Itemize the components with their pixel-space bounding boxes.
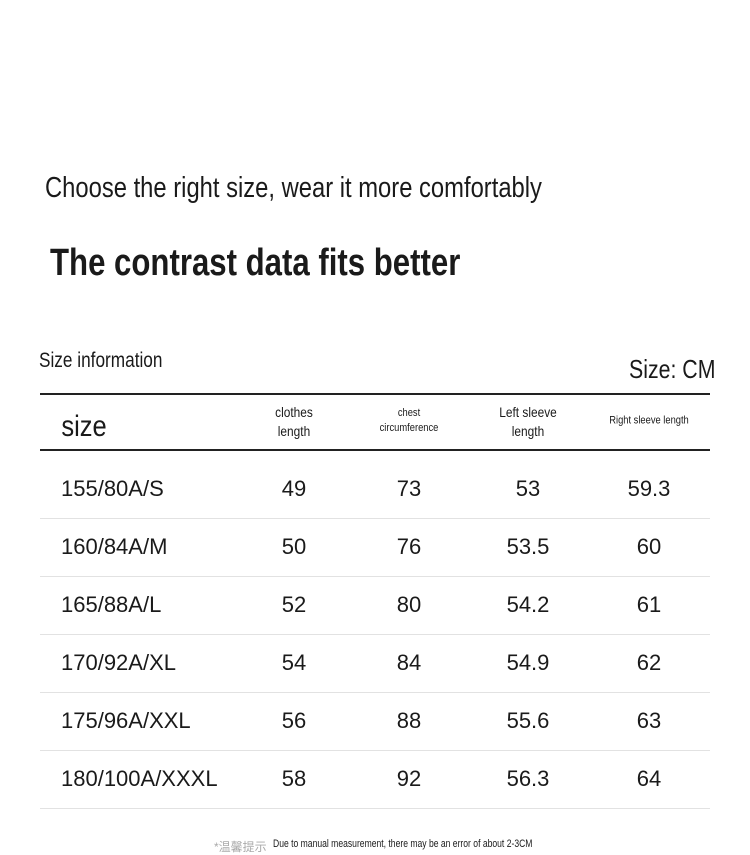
column-header: clothes length	[275, 404, 313, 439]
title: Choose the right size, wear it more comf…	[45, 172, 542, 204]
size-label: 155/80A/S	[61, 476, 164, 501]
table-top-rule	[40, 393, 710, 395]
measurement: 56	[281, 708, 307, 733]
measurement: 92	[396, 766, 422, 791]
unit-label: Size: CM	[628, 354, 715, 384]
measurement: 84	[396, 650, 422, 675]
measurement: 76	[396, 534, 422, 559]
measurement: 62	[636, 650, 662, 675]
size-label: 165/88A/L	[61, 592, 162, 617]
measurement: 58	[281, 766, 307, 791]
measurement: 63	[636, 708, 662, 733]
header-rule	[40, 449, 710, 451]
table-caption: Size information	[39, 349, 163, 372]
row-divider	[40, 576, 710, 577]
measurement: 54.2	[506, 592, 550, 617]
measurement: 54	[281, 650, 307, 675]
footnote: Due to manual measurement, there may be …	[273, 838, 533, 850]
measurement: 61	[636, 592, 662, 617]
column-header: Right sleeve length	[609, 414, 689, 427]
footnote-tag: *温馨提示	[214, 840, 267, 854]
column-header: size	[61, 409, 107, 443]
measurement: 50	[281, 534, 307, 559]
measurement: 56.3	[506, 766, 550, 791]
measurement: 52	[281, 592, 307, 617]
column-header: chest circumference	[379, 407, 439, 434]
measurement: 73	[396, 476, 422, 501]
size-label: 175/96A/XXL	[61, 708, 191, 733]
size-label: 180/100A/XXXL	[61, 766, 218, 791]
measurement: 53	[515, 476, 541, 501]
measurement: 60	[636, 534, 662, 559]
row-divider	[40, 750, 710, 751]
size-label: 170/92A/XL	[61, 650, 176, 675]
size-label: 160/84A/M	[61, 534, 168, 559]
measurement: 53.5	[506, 534, 550, 559]
row-divider	[40, 518, 710, 519]
subtitle: The contrast data fits better	[50, 242, 461, 284]
measurement: 64	[636, 766, 662, 791]
row-divider	[40, 808, 710, 809]
measurement: 55.6	[506, 708, 550, 733]
measurement: 49	[281, 476, 307, 501]
measurement: 88	[396, 708, 422, 733]
measurement: 80	[396, 592, 422, 617]
measurement: 54.9	[506, 650, 550, 675]
row-divider	[40, 634, 710, 635]
row-divider	[40, 692, 710, 693]
column-header: Left sleeve length	[499, 404, 557, 439]
measurement: 59.3	[627, 476, 671, 501]
